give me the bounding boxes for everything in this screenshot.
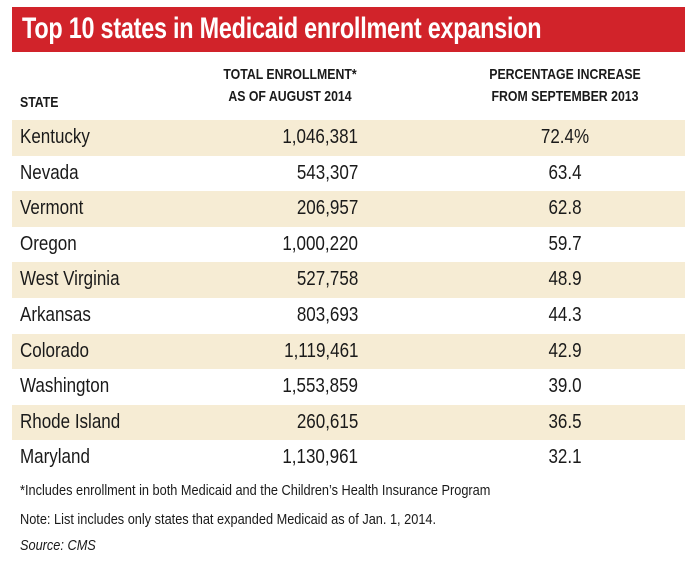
enrollment-cell: 543,307: [296, 161, 358, 184]
percentage-cell: 63.4: [548, 161, 582, 184]
percentage-cell: 39.0: [548, 375, 582, 398]
table-row: Vermont 206,957 62.8: [12, 191, 685, 227]
percentage-cell: 62.8: [548, 197, 582, 220]
table-row: West Virginia 527,758 48.9: [12, 262, 685, 298]
footnote: *Includes enrollment in both Medicaid an…: [20, 482, 491, 499]
enrollment-cell: 206,957: [296, 197, 358, 220]
state-cell: Arkansas: [20, 303, 91, 326]
note: Note: List includes only states that exp…: [20, 511, 437, 528]
page-title: Top 10 states in Medicaid enrollment exp…: [22, 12, 542, 45]
enrollment-cell: 1,046,381: [282, 126, 358, 148]
state-cell: Rhode Island: [20, 410, 121, 433]
state-cell: Nevada: [20, 161, 79, 184]
state-cell: Maryland: [20, 446, 90, 469]
column-header-state: STATE: [20, 94, 59, 111]
percentage-cell: 72.4%: [540, 126, 590, 148]
table-row: Maryland 1,130,961 32.1: [12, 440, 685, 476]
enrollment-cell: 1,000,220: [282, 232, 358, 255]
percentage-cell: 48.9: [548, 268, 582, 291]
enrollment-cell: 1,119,461: [283, 339, 358, 362]
table-row: Kentucky 1,046,381 72.4%: [12, 120, 685, 156]
enrollment-cell: 1,553,859: [282, 375, 358, 398]
header-line: FROM SEPTEMBER 2013: [491, 88, 639, 105]
header-line: TOTAL ENROLLMENT*: [223, 66, 357, 83]
enrollment-cell: 527,758: [296, 268, 358, 291]
table-row: Washington 1,553,859 39.0: [12, 369, 685, 405]
state-cell: Kentucky: [20, 126, 90, 148]
percentage-cell: 44.3: [548, 303, 582, 326]
column-header-percentage: PERCENTAGE INCREASE FROM SEPTEMBER 2013: [483, 64, 647, 108]
percentage-cell: 59.7: [548, 232, 582, 255]
state-cell: West Virginia: [20, 268, 120, 291]
percentage-cell: 32.1: [548, 446, 582, 469]
enrollment-cell: 260,615: [296, 410, 358, 433]
state-cell: Vermont: [20, 197, 84, 220]
header-line: AS OF AUGUST 2014: [228, 88, 352, 105]
column-header-enrollment: TOTAL ENROLLMENT* AS OF AUGUST 2014: [208, 64, 372, 108]
table-body: Kentucky 1,046,381 72.4% Nevada 543,307 63.4 V…: [12, 120, 685, 476]
source: Source: CMS: [20, 537, 96, 554]
percentage-cell: 42.9: [548, 339, 582, 362]
header-line: PERCENTAGE INCREASE: [489, 66, 641, 83]
enrollment-cell: 803,693: [296, 303, 358, 326]
table-row: Colorado 1,119,461 42.9: [12, 333, 685, 370]
percentage-cell: 36.5: [548, 410, 582, 433]
state-cell: Colorado: [20, 339, 89, 362]
table-row: Nevada 543,307 63.4: [12, 156, 685, 192]
title-bar: Top 10 states in Medicaid enrollment exp…: [12, 7, 685, 52]
state-cell: Oregon: [20, 232, 77, 255]
enrollment-cell: 1,130,961: [282, 446, 358, 469]
state-cell: Washington: [20, 375, 110, 398]
table-row: Oregon 1,000,220 59.7: [12, 227, 685, 263]
table-row: Rhode Island 260,615 36.5: [12, 404, 685, 441]
table-row: Arkansas 803,693 44.3: [12, 298, 685, 334]
